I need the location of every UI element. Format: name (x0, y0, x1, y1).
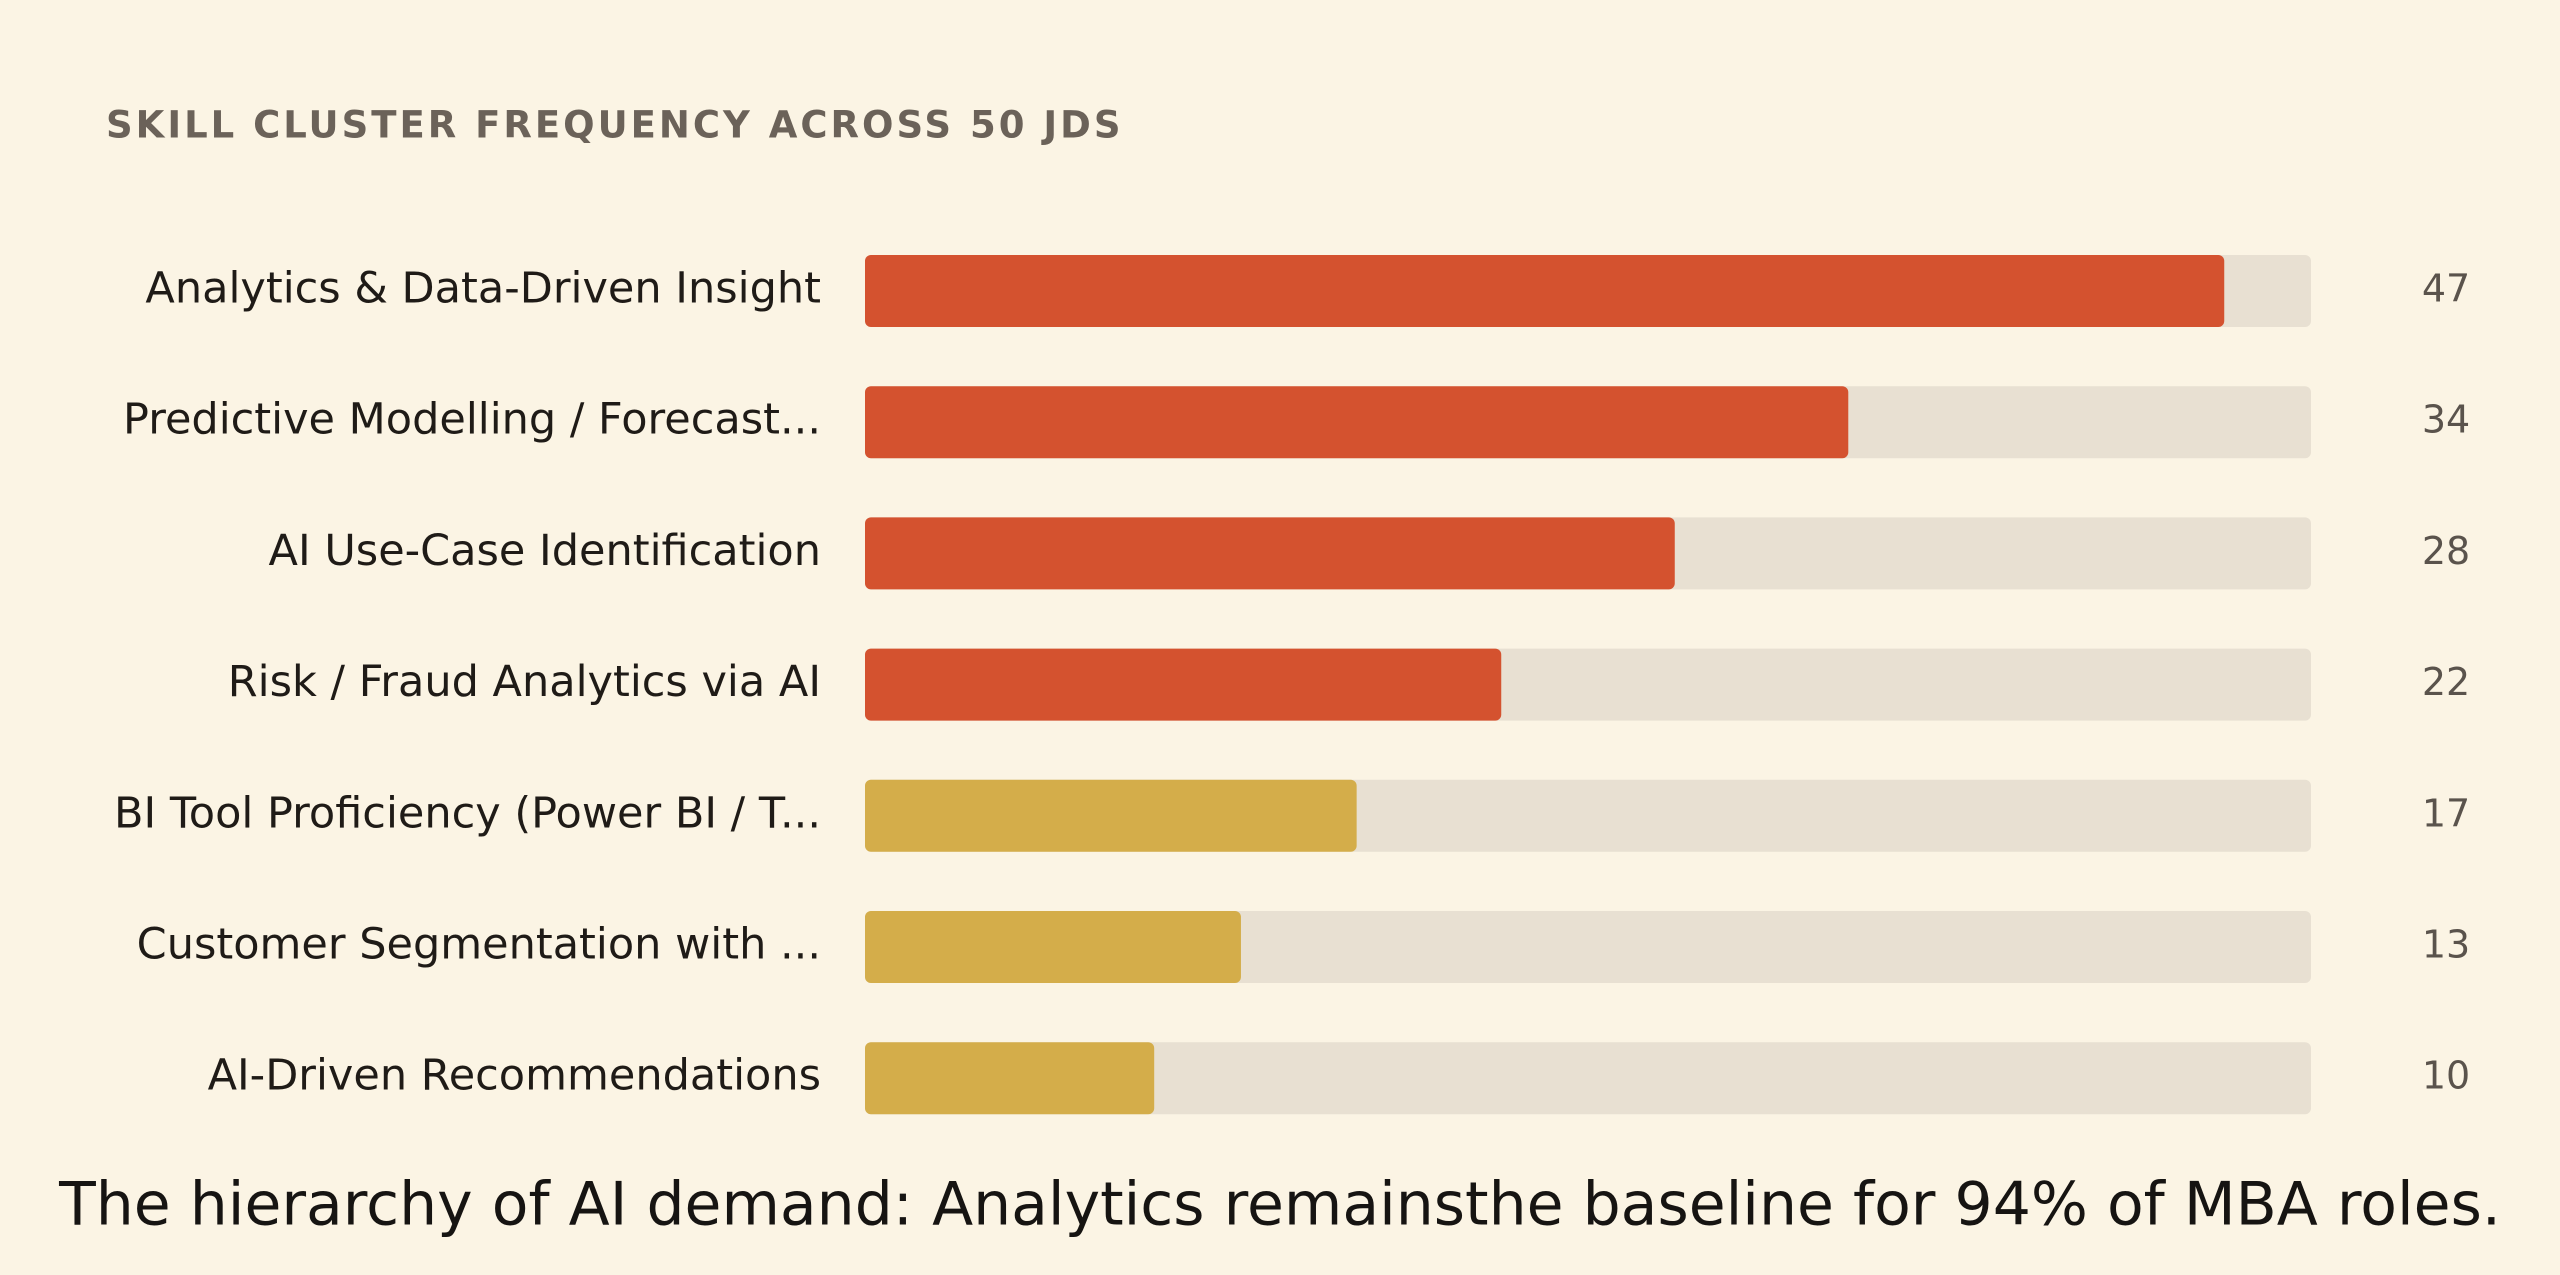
category-label: BI Tool Proficiency (Power BI / T... (114, 788, 821, 838)
value-label: 10 (2422, 1054, 2470, 1098)
bar (865, 255, 2225, 327)
bar (865, 779, 1357, 852)
bar (865, 386, 1849, 459)
bar (865, 1042, 1155, 1115)
bar-track (865, 1042, 2311, 1115)
value-label: 17 (2422, 791, 2470, 835)
category-label: Customer Segmentation with ... (137, 920, 821, 970)
category-label: Analytics & Data-Driven Insight (145, 264, 821, 314)
category-label: Predictive Modelling / Forecast... (123, 395, 821, 445)
chart-title: SKILL CLUSTER FREQUENCY ACROSS 50 JDS (106, 104, 1123, 147)
value-label: 34 (2422, 398, 2470, 442)
bar (865, 911, 1241, 983)
caption: The hierarchy of AI demand: Analytics re… (58, 1170, 2501, 1240)
value-label: 13 (2422, 923, 2470, 967)
category-label: Risk / Fraud Analytics via AI (228, 657, 821, 707)
value-label: 47 (2422, 267, 2470, 311)
bar (865, 517, 1675, 590)
category-label: AI Use-Case Identification (269, 526, 821, 576)
category-label: AI-Driven Recommendations (208, 1051, 821, 1101)
value-label: 28 (2422, 529, 2470, 573)
bar (865, 648, 1502, 721)
value-label: 22 (2422, 660, 2470, 704)
